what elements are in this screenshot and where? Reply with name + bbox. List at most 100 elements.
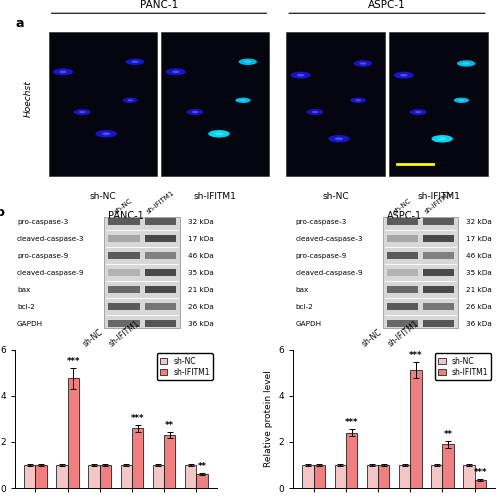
Circle shape	[394, 72, 414, 79]
Text: 35 kDa: 35 kDa	[466, 269, 492, 276]
Text: ***: ***	[409, 352, 422, 361]
Text: bcl-2: bcl-2	[296, 304, 313, 310]
Text: sh-NC: sh-NC	[360, 327, 383, 348]
Text: bcl-2: bcl-2	[17, 304, 35, 310]
Text: PANC-1: PANC-1	[108, 211, 144, 221]
Bar	[108, 218, 140, 226]
Text: pro-caspase-9: pro-caspase-9	[17, 252, 68, 259]
Bar	[108, 286, 140, 293]
Text: 46 kDa: 46 kDa	[188, 252, 214, 259]
Text: sh-NC: sh-NC	[114, 197, 134, 215]
Bar	[104, 217, 180, 328]
Bar	[24, 465, 36, 488]
Bar	[423, 320, 454, 327]
Bar	[144, 286, 176, 293]
Bar	[474, 480, 486, 488]
Text: sh-IFITM1: sh-IFITM1	[424, 189, 454, 215]
Circle shape	[432, 135, 453, 142]
Bar	[386, 269, 418, 276]
Text: ASPC-1: ASPC-1	[386, 211, 422, 221]
Text: GAPDH: GAPDH	[296, 321, 322, 327]
Text: 17 kDa: 17 kDa	[188, 236, 214, 242]
Circle shape	[438, 137, 446, 140]
Bar	[386, 303, 418, 310]
Bar	[386, 320, 418, 327]
Text: 17 kDa: 17 kDa	[466, 236, 492, 242]
Circle shape	[335, 137, 343, 140]
Text: **: **	[444, 430, 452, 439]
Bar	[423, 252, 454, 259]
Bar	[120, 465, 132, 488]
Bar	[423, 235, 454, 243]
Text: Hoechst: Hoechst	[24, 80, 33, 117]
Text: 46 kDa: 46 kDa	[466, 252, 492, 259]
Bar	[144, 269, 176, 276]
Circle shape	[236, 98, 250, 103]
Text: GAPDH: GAPDH	[17, 321, 43, 327]
Bar	[88, 465, 100, 488]
Bar	[36, 465, 46, 488]
Bar	[108, 269, 140, 276]
Circle shape	[328, 135, 350, 142]
Bar	[144, 320, 176, 327]
Circle shape	[215, 132, 223, 135]
Text: sh-NC: sh-NC	[322, 192, 348, 201]
Bar	[108, 303, 140, 310]
Circle shape	[192, 111, 198, 113]
Bar	[386, 286, 418, 293]
Circle shape	[132, 61, 138, 63]
Circle shape	[102, 132, 110, 135]
Bar	[162, 32, 270, 176]
Text: sh-NC: sh-NC	[90, 192, 116, 201]
Text: sh-IFITM1: sh-IFITM1	[145, 189, 175, 215]
Bar	[164, 435, 175, 488]
Bar	[314, 465, 325, 488]
Circle shape	[172, 71, 180, 73]
Text: pro-caspase-3: pro-caspase-3	[296, 219, 346, 225]
Bar	[423, 286, 454, 293]
Bar	[386, 235, 418, 243]
Circle shape	[356, 99, 361, 101]
Text: cleaved-caspase-9: cleaved-caspase-9	[17, 269, 84, 276]
Bar	[386, 252, 418, 259]
Circle shape	[360, 62, 366, 65]
Bar	[386, 303, 418, 310]
Text: 21 kDa: 21 kDa	[466, 287, 492, 293]
Circle shape	[166, 68, 186, 75]
Bar	[144, 320, 176, 327]
Bar	[108, 218, 140, 226]
Bar	[431, 465, 442, 488]
Bar	[386, 252, 418, 259]
Text: 36 kDa: 36 kDa	[466, 321, 492, 327]
Bar	[100, 465, 111, 488]
Bar	[144, 286, 176, 293]
Text: ***: ***	[345, 418, 358, 427]
Text: b: b	[0, 206, 4, 219]
Circle shape	[415, 111, 422, 113]
Bar	[144, 269, 176, 276]
Y-axis label: Relative protein level: Relative protein level	[264, 371, 273, 467]
Bar	[48, 32, 156, 176]
Circle shape	[458, 99, 464, 101]
Circle shape	[53, 68, 73, 75]
Bar	[108, 320, 140, 327]
Bar	[286, 32, 384, 176]
Bar	[464, 465, 474, 488]
Bar	[423, 269, 454, 276]
Bar	[423, 303, 454, 310]
Text: sh-IFITM1: sh-IFITM1	[386, 319, 420, 348]
Text: **: **	[198, 462, 206, 471]
Text: sh-NC: sh-NC	[392, 197, 412, 215]
Bar	[196, 474, 207, 488]
Bar	[144, 303, 176, 310]
Bar	[144, 235, 176, 243]
Bar	[108, 269, 140, 276]
Text: cleaved-caspase-9: cleaved-caspase-9	[296, 269, 363, 276]
Text: pro-caspase-3: pro-caspase-3	[17, 219, 68, 225]
Bar	[423, 235, 454, 243]
Bar	[185, 465, 196, 488]
Bar	[442, 444, 454, 488]
Bar	[302, 465, 314, 488]
Text: 21 kDa: 21 kDa	[188, 287, 214, 293]
Bar	[423, 252, 454, 259]
